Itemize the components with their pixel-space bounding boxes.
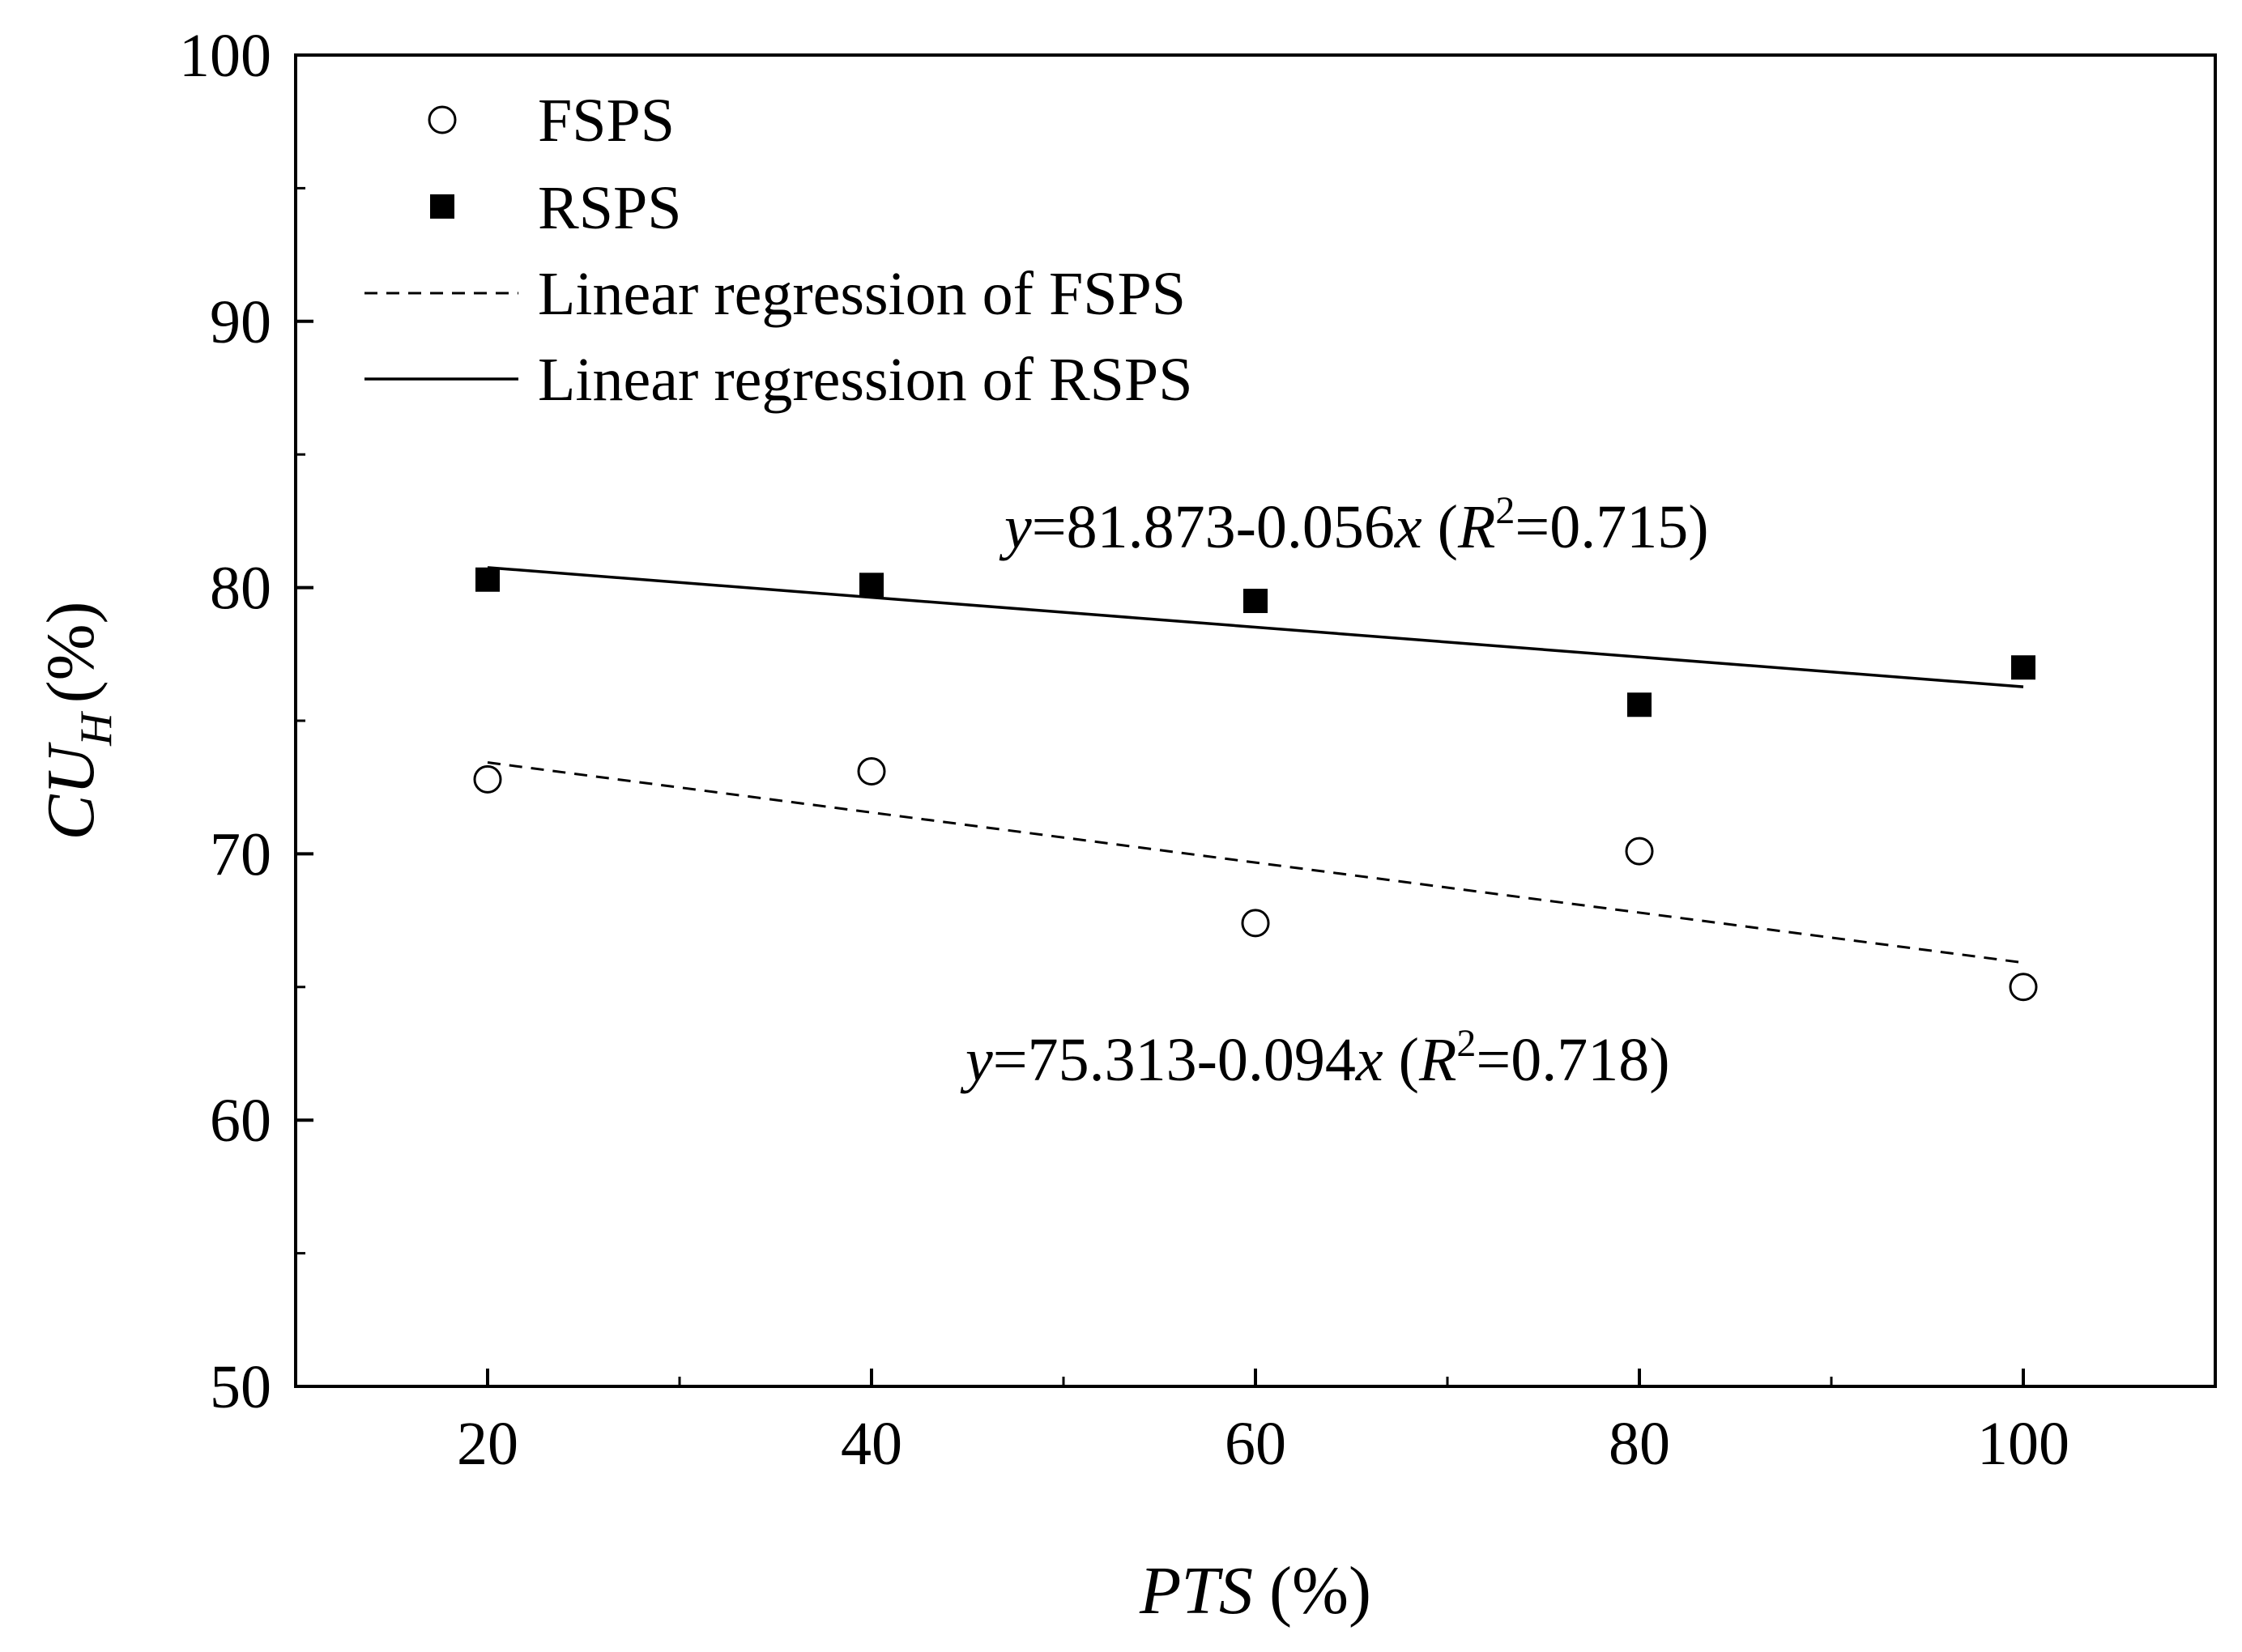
x-axis-title-unit: (%)	[1269, 1553, 1371, 1629]
y-tick-label: 90	[210, 288, 271, 356]
eq-rsps-sup: 2	[1495, 489, 1515, 532]
fsps-point	[473, 764, 502, 794]
x-tick-label: 60	[1225, 1410, 1286, 1478]
x-axis-title: PTS (%)	[1139, 1553, 1371, 1629]
fsps-point	[1625, 837, 1654, 866]
rsps-regression-line	[487, 566, 2024, 688]
x-axis: 20 40 60 80 100	[457, 1369, 2069, 1478]
eq-fsps-r: R	[1418, 1026, 1456, 1094]
legend-rsps-label: RSPS	[538, 174, 682, 242]
y-axis-title: CUH (%)	[33, 601, 121, 840]
legend-fsps-label: FSPS	[538, 87, 675, 155]
y-axis-title-var: CU	[33, 742, 109, 841]
eq-fsps-body: =75.313-0.094	[993, 1026, 1356, 1094]
eq-rsps-body: =81.873-0.056	[1032, 493, 1395, 561]
eq-rsps-r-open: (	[1422, 493, 1458, 561]
y-tick-label: 70	[210, 820, 271, 888]
eq-fsps-lhs: y	[960, 1026, 993, 1094]
legend-rsps-marker	[430, 194, 454, 219]
regression-lines	[487, 566, 2024, 964]
fsps-regression-equation: y=75.313-0.094x (R2=0.718)	[960, 1022, 1670, 1094]
y-tick-label: 60	[210, 1087, 271, 1155]
eq-rsps-var: x	[1394, 493, 1422, 561]
eq-fsps-var: x	[1355, 1026, 1383, 1094]
fsps-point	[1241, 909, 1270, 938]
fsps-point	[2009, 973, 2038, 1002]
eq-fsps-r-open: (	[1383, 1026, 1419, 1094]
data-points	[473, 567, 2038, 1002]
y-axis: 50 60 70 80 90 100	[179, 22, 313, 1421]
x-tick-label: 100	[1977, 1410, 2069, 1478]
x-tick-label: 80	[1609, 1410, 1670, 1478]
eq-rsps-r-val: =0.715)	[1515, 493, 1708, 561]
rsps-point	[859, 573, 884, 598]
eq-fsps-r-val: =0.718)	[1476, 1026, 1669, 1094]
y-tick-label: 100	[179, 22, 271, 90]
eq-fsps-sup: 2	[1456, 1022, 1476, 1065]
plot-frame	[294, 53, 2217, 1388]
y-tick-label: 80	[210, 555, 271, 623]
legend-fsps-regression-label: Linear regression of FSPS	[538, 260, 1186, 328]
y-tick-label: 50	[210, 1353, 271, 1421]
y-axis-title-unit: (%)	[33, 601, 109, 703]
rsps-regression-equation: y=81.873-0.056x (R2=0.715)	[999, 489, 1709, 561]
eq-rsps-lhs: y	[999, 493, 1032, 561]
eq-rsps-r: R	[1457, 493, 1495, 561]
rsps-point	[2011, 655, 2035, 680]
x-tick-label: 40	[841, 1410, 902, 1478]
fsps-regression-line	[487, 761, 2024, 964]
legend-fsps-marker	[428, 105, 457, 134]
x-axis-title-var: PTS	[1139, 1553, 1253, 1629]
fsps-point	[857, 756, 886, 786]
legend-rsps-regression-label: Linear regression of RSPS	[538, 346, 1192, 414]
rsps-point	[475, 567, 500, 592]
rsps-point	[1243, 589, 1268, 614]
legend: FSPS RSPS Linear regression of FSPS Line…	[364, 87, 1192, 414]
rsps-point	[1627, 692, 1652, 717]
y-axis-title-sub: H	[71, 711, 121, 747]
x-tick-label: 20	[457, 1410, 518, 1478]
